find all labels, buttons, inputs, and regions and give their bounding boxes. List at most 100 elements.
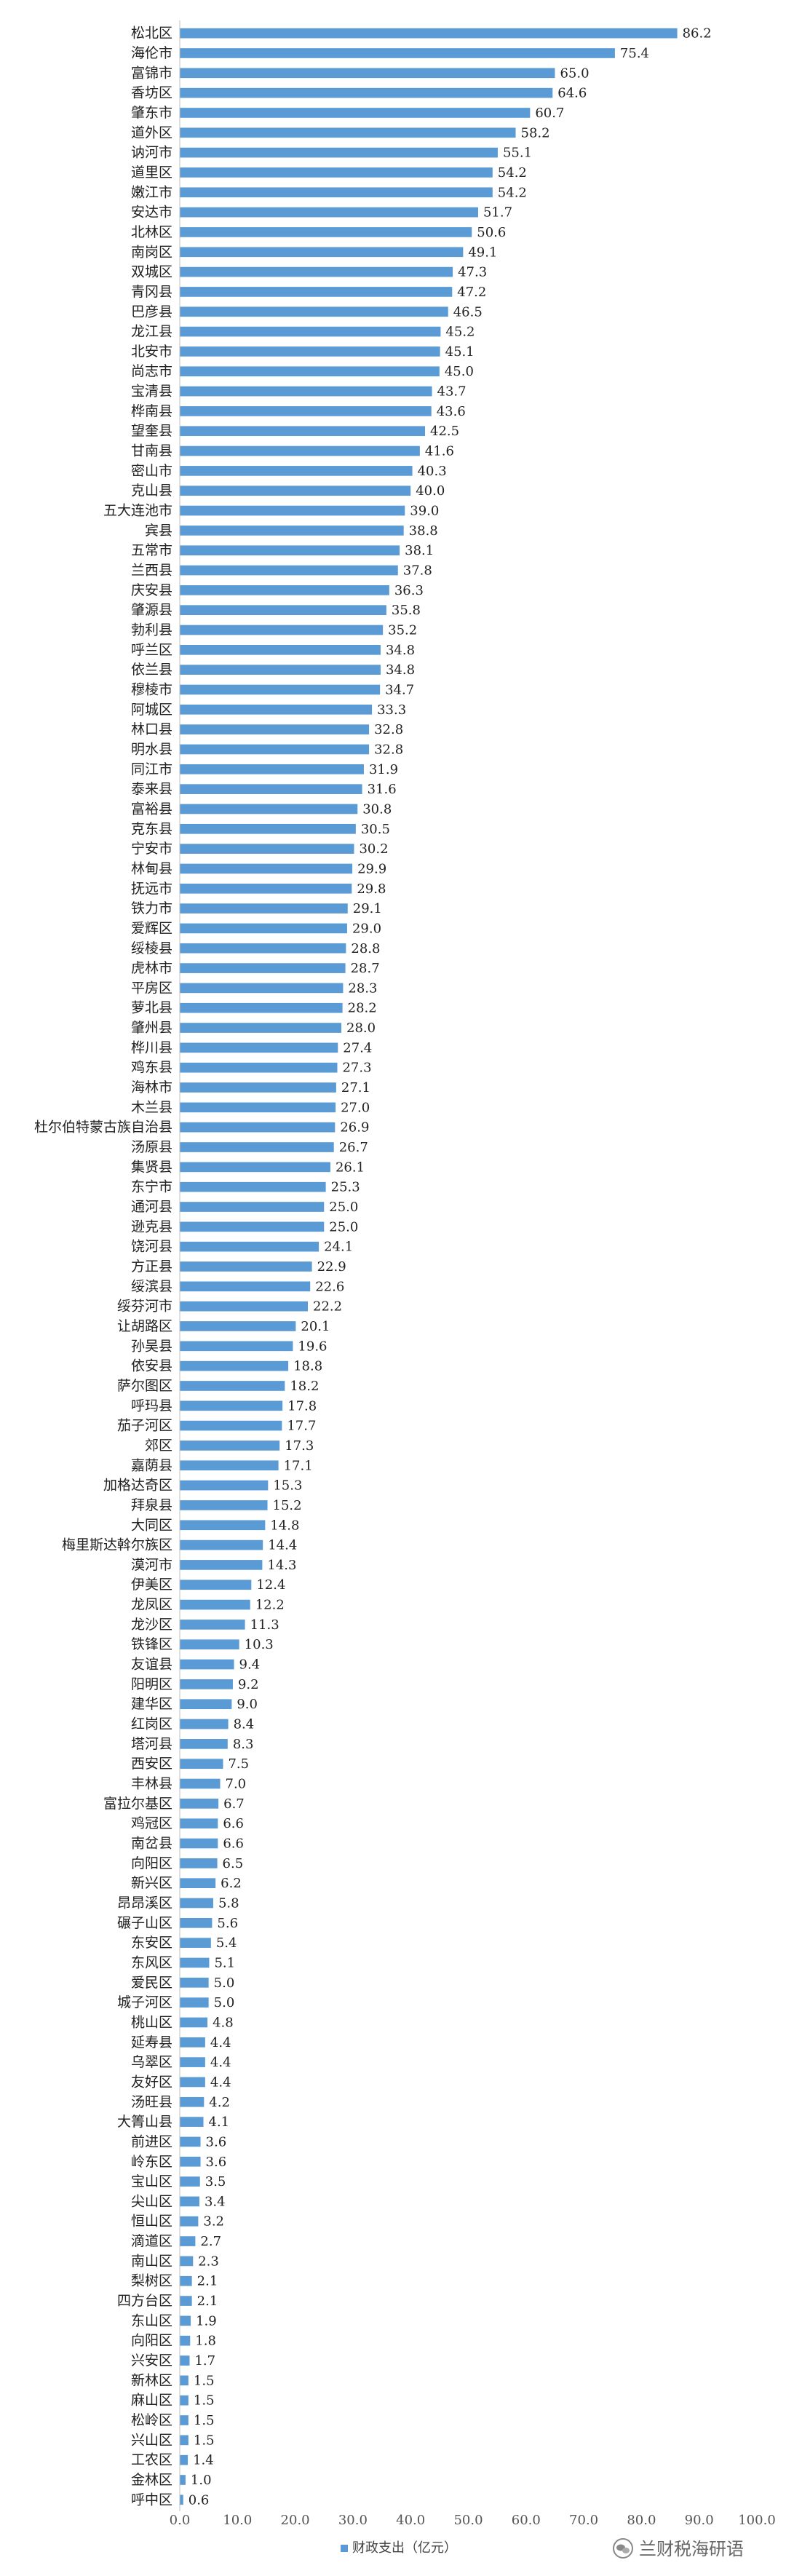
bar — [180, 1480, 269, 1491]
bar — [180, 1878, 216, 1888]
category-label: 海林市 — [131, 1079, 172, 1095]
value-label: 4.1 — [209, 2115, 230, 2130]
value-label: 58.2 — [521, 125, 550, 140]
bar — [180, 844, 354, 854]
legend-swatch — [341, 2545, 348, 2552]
value-label: 49.1 — [468, 245, 497, 260]
bar — [180, 207, 478, 218]
value-label: 86.2 — [683, 26, 712, 41]
category-label: 爱民区 — [131, 1975, 172, 1991]
value-label: 14.4 — [268, 1538, 297, 1553]
bar — [180, 565, 398, 576]
value-label: 37.8 — [403, 563, 432, 579]
value-label: 54.2 — [498, 165, 527, 181]
category-label: 萝北县 — [131, 1000, 172, 1016]
bar — [180, 1181, 326, 1192]
value-label: 28.8 — [351, 941, 380, 956]
category-label: 克山县 — [131, 483, 172, 499]
category-label: 鸡冠区 — [131, 1815, 172, 1831]
value-label: 27.3 — [342, 1061, 371, 1076]
category-label: 依安县 — [131, 1358, 172, 1374]
bar — [180, 1440, 280, 1451]
value-label: 2.7 — [200, 2234, 221, 2249]
bar — [180, 167, 493, 178]
category-label: 茄子河区 — [117, 1418, 172, 1434]
value-label: 38.8 — [409, 523, 438, 539]
category-label: 兴山区 — [131, 2432, 172, 2448]
category-label: 工农区 — [131, 2452, 172, 2468]
value-label: 1.7 — [194, 2353, 215, 2369]
value-label: 32.8 — [374, 742, 403, 757]
value-label: 1.8 — [195, 2334, 216, 2349]
value-label: 1.5 — [194, 2373, 215, 2388]
value-label: 27.0 — [341, 1100, 370, 1115]
category-label: 呼玛县 — [131, 1398, 172, 1414]
bar — [180, 1142, 334, 1152]
category-label: 城子河区 — [117, 1994, 172, 2010]
category-label: 龙凤区 — [131, 1597, 172, 1613]
bar — [180, 386, 432, 397]
value-label: 5.0 — [214, 1995, 235, 2010]
category-label: 同江市 — [131, 761, 172, 777]
value-label: 75.4 — [620, 46, 649, 61]
value-label: 31.9 — [369, 762, 398, 777]
category-labels: 松北区海伦市富锦市香坊区肇东市道外区讷河市道里区嫩江市安达市北林区南岗区双城区青… — [34, 25, 172, 2508]
bar — [180, 306, 448, 317]
bar — [180, 1679, 233, 1689]
bar — [180, 526, 404, 536]
bars-layer — [180, 28, 678, 2505]
value-label: 65.0 — [560, 66, 589, 81]
bar — [180, 963, 346, 973]
category-label: 抚远市 — [131, 881, 172, 897]
category-label: 饶河县 — [131, 1239, 172, 1255]
category-label: 平房区 — [131, 980, 172, 996]
bar — [180, 426, 426, 437]
category-label: 绥棱县 — [131, 940, 172, 956]
value-label: 28.0 — [346, 1021, 376, 1036]
value-label: 1.0 — [191, 2473, 212, 2488]
bar — [180, 2037, 205, 2048]
category-label: 穆棱市 — [131, 681, 172, 697]
value-label: 47.3 — [458, 265, 487, 280]
value-label: 40.0 — [416, 483, 445, 499]
category-label: 鸡东县 — [131, 1060, 172, 1076]
value-label: 9.4 — [239, 1657, 261, 1673]
category-label: 南岗区 — [131, 244, 172, 260]
bar — [180, 1002, 343, 1013]
bar — [180, 1122, 336, 1133]
category-label: 木兰县 — [131, 1099, 172, 1115]
category-label: 向阳区 — [131, 2333, 172, 2349]
bar — [180, 2395, 188, 2406]
value-label: 9.0 — [237, 1697, 258, 1712]
bar — [180, 1321, 296, 1331]
value-label: 1.4 — [193, 2453, 214, 2468]
bar — [180, 445, 420, 456]
bar — [180, 1917, 213, 1928]
category-label: 集贤县 — [131, 1159, 172, 1175]
legend-label: 财政支出（亿元） — [352, 2540, 457, 2556]
category-label: 克东县 — [131, 821, 172, 837]
x-axis: 0.0 10.0 20.0 30.0 40.0 50.0 60.0 70.0 80.0 90.0 1… — [170, 20, 776, 2528]
value-label: 34.8 — [386, 662, 415, 678]
category-label: 梨树区 — [131, 2273, 172, 2289]
value-label: 18.2 — [290, 1379, 319, 1394]
category-label: 孙吴县 — [131, 1338, 172, 1354]
bar — [180, 366, 440, 377]
bar — [180, 147, 498, 158]
bar — [180, 187, 493, 198]
x-tick-label: 20.0 — [281, 2513, 310, 2528]
bar — [180, 2236, 196, 2246]
value-label: 39.0 — [410, 504, 439, 519]
category-label: 漠河市 — [131, 1557, 172, 1573]
value-label: 33.3 — [377, 702, 406, 718]
bar — [180, 1539, 263, 1550]
value-label: 36.3 — [394, 583, 424, 598]
value-label: 14.8 — [270, 1518, 299, 1533]
category-label: 丰林县 — [131, 1776, 172, 1792]
value-label: 22.2 — [313, 1299, 342, 1315]
bar — [180, 1261, 312, 1272]
value-label: 22.6 — [315, 1279, 344, 1294]
bar — [180, 1639, 239, 1650]
category-label: 虎林市 — [131, 960, 172, 976]
category-label: 加格达奇区 — [103, 1478, 172, 1494]
